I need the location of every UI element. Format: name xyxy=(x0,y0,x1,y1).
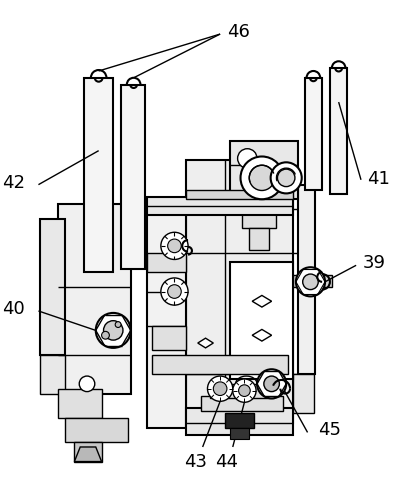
Bar xyxy=(58,204,131,394)
Text: 44: 44 xyxy=(215,452,239,470)
Circle shape xyxy=(233,379,256,402)
Text: 41: 41 xyxy=(367,169,390,188)
Circle shape xyxy=(303,275,318,290)
Circle shape xyxy=(238,149,257,169)
Circle shape xyxy=(167,285,181,299)
Circle shape xyxy=(241,157,283,200)
Bar xyxy=(330,69,347,195)
Circle shape xyxy=(271,163,302,194)
Circle shape xyxy=(96,313,131,348)
Bar xyxy=(230,263,293,379)
Circle shape xyxy=(249,166,275,191)
Bar xyxy=(230,142,298,200)
Bar xyxy=(74,442,102,462)
Polygon shape xyxy=(252,330,272,341)
Bar xyxy=(40,219,65,355)
Circle shape xyxy=(277,170,295,187)
Circle shape xyxy=(161,278,188,305)
Bar xyxy=(211,384,274,398)
Bar xyxy=(305,79,322,190)
Circle shape xyxy=(213,382,227,396)
Bar xyxy=(58,389,102,418)
Bar xyxy=(152,355,288,374)
Bar xyxy=(293,276,332,287)
Bar xyxy=(230,428,249,439)
Polygon shape xyxy=(252,296,272,307)
Polygon shape xyxy=(74,447,102,462)
Text: 42: 42 xyxy=(2,173,25,192)
Text: 40: 40 xyxy=(2,300,25,317)
Bar xyxy=(186,190,293,200)
Bar xyxy=(186,408,293,435)
Bar xyxy=(293,374,314,413)
Circle shape xyxy=(102,332,109,339)
Text: 43: 43 xyxy=(184,452,207,470)
Circle shape xyxy=(264,376,279,392)
Circle shape xyxy=(103,321,123,340)
Bar xyxy=(243,200,276,229)
Bar xyxy=(65,418,128,442)
Bar xyxy=(147,253,186,273)
Bar xyxy=(40,355,65,394)
Circle shape xyxy=(79,376,95,392)
Circle shape xyxy=(257,370,286,398)
Text: 45: 45 xyxy=(318,420,341,439)
Circle shape xyxy=(207,376,233,401)
Bar xyxy=(84,79,113,273)
Bar xyxy=(147,209,186,428)
Bar xyxy=(201,396,283,411)
Circle shape xyxy=(239,385,250,396)
Bar xyxy=(249,229,269,250)
Circle shape xyxy=(115,322,121,328)
Circle shape xyxy=(161,233,188,260)
Bar xyxy=(186,161,293,423)
Bar xyxy=(298,185,315,374)
Text: 46: 46 xyxy=(227,23,250,41)
Bar xyxy=(152,326,186,350)
Circle shape xyxy=(296,268,325,297)
Bar xyxy=(147,198,293,216)
Bar xyxy=(121,85,145,270)
Circle shape xyxy=(167,240,181,253)
Polygon shape xyxy=(225,413,254,428)
Polygon shape xyxy=(198,338,213,348)
Text: 39: 39 xyxy=(363,254,386,272)
